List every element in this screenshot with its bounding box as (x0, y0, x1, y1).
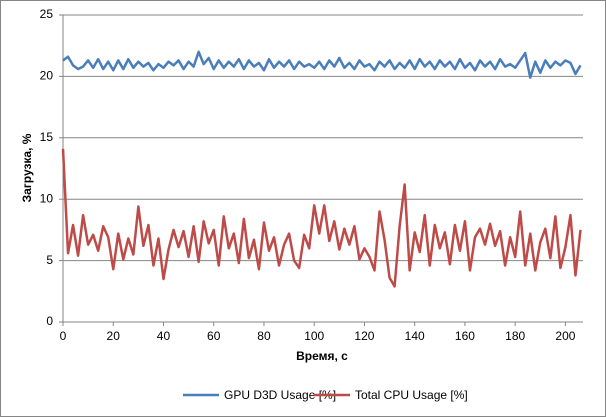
x-tick-label: 20 (107, 329, 121, 343)
x-axis-title: Время, с (296, 349, 348, 363)
y-tick-label: 25 (40, 7, 54, 21)
x-tick-label: 100 (304, 329, 324, 343)
legend-label: Total CPU Usage [%] (355, 388, 468, 402)
y-tick-label: 0 (46, 314, 53, 328)
y-tick-label: 15 (40, 130, 54, 144)
y-axis-title: Загрузка, % (20, 133, 34, 202)
x-tick-label: 120 (354, 329, 374, 343)
x-tick-label: 80 (257, 329, 271, 343)
x-tick-label: 0 (60, 329, 67, 343)
x-tick-label: 40 (157, 329, 171, 343)
x-tick-label: 160 (455, 329, 475, 343)
legend-label: GPU D3D Usage [%] (224, 388, 336, 402)
x-tick-label: 60 (207, 329, 221, 343)
series-line (61, 148, 582, 288)
x-tick-label: 200 (555, 329, 575, 343)
series-line (62, 50, 582, 79)
x-tick-label: 180 (505, 329, 525, 343)
y-tick-label: 20 (40, 69, 54, 83)
x-tick-label: 140 (405, 329, 425, 343)
y-tick-label: 5 (46, 253, 53, 267)
y-tick-label: 10 (40, 191, 54, 205)
